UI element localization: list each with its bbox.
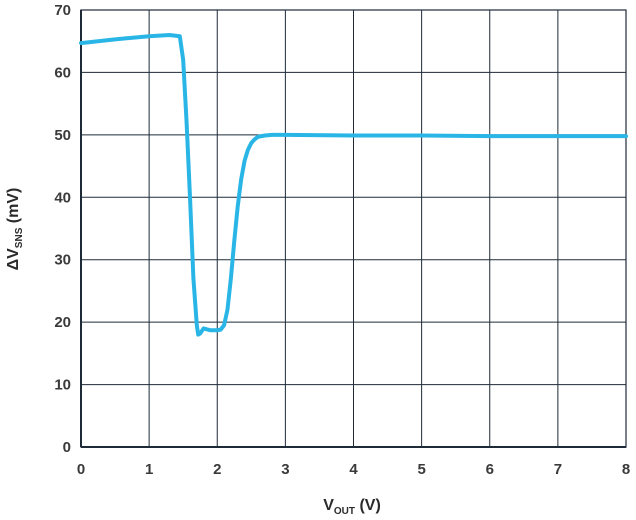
y-tick-label: 20 — [54, 314, 71, 331]
x-tick-label: 7 — [554, 461, 562, 478]
x-tick-labels: 0 1 2 3 4 5 6 7 8 — [77, 461, 630, 478]
x-tick-label: 8 — [622, 461, 630, 478]
y-tick-label: 10 — [54, 377, 71, 394]
x-tick-label: 3 — [281, 461, 289, 478]
x-tick-label: 6 — [486, 461, 494, 478]
x-axis-title: VOUT (V) — [323, 497, 381, 517]
x-tick-label: 2 — [213, 461, 221, 478]
x-tick-label: 0 — [77, 461, 85, 478]
x-tick-label: 4 — [349, 461, 358, 478]
x-tick-label: 5 — [417, 461, 425, 478]
x-tick-label: 1 — [145, 461, 153, 478]
y-tick-label: 50 — [54, 127, 71, 144]
y-tick-label: 70 — [54, 2, 71, 19]
grid — [81, 10, 626, 447]
y-tick-label: 30 — [54, 252, 71, 269]
y-tick-label: 60 — [54, 64, 71, 81]
y-tick-labels: 0 10 20 30 40 50 60 70 — [54, 2, 71, 456]
axes — [80, 9, 627, 448]
y-axis-title: ΔVSNS (mV) — [5, 188, 25, 271]
series-line — [79, 32, 628, 337]
y-tick-label: 40 — [54, 189, 71, 206]
series-layer — [79, 32, 628, 337]
y-tick-label: 0 — [63, 439, 71, 456]
